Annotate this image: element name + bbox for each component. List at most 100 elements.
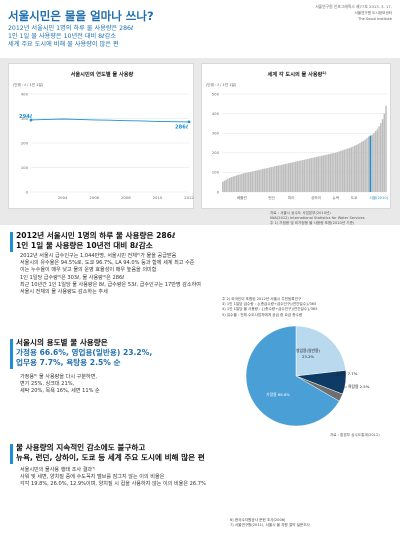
pie-chart: 영업용(일반용) 23.2% 업무용 7.7% 욕탕용 2.5% 가정용 66.… <box>245 325 370 427</box>
bar-city <box>298 160 300 192</box>
bar-city <box>321 155 323 192</box>
bar-city <box>310 158 313 192</box>
section3-title: 물 사용량의 지속적인 감소에도 불구하고 뉴욕, 런던, 상하이, 도쿄 등 … <box>16 443 205 463</box>
bar-city <box>244 172 247 192</box>
bar-chart-title-sup: 1) <box>322 71 326 75</box>
page-title: 서울시민은 물을 얼마나 쓰나? <box>8 9 154 23</box>
bar-city <box>258 169 260 192</box>
bar-city <box>366 138 368 192</box>
section3-body-line3: 각각 19.8%, 26.0%, 12.9%이며, 양치질 시 컵을 사용하지 … <box>20 481 206 488</box>
bar-city <box>338 151 340 192</box>
line-y-tick-label: 300 <box>21 116 29 121</box>
section2-marker <box>10 339 13 369</box>
pie-label-office: 업무용 7.7% <box>336 371 358 376</box>
bar-city <box>227 178 229 192</box>
bar-x-tick-label: 상하이 <box>311 195 321 200</box>
section1-title-line1: 2012년 서울시민 1명의 하루 물 사용량은 286ℓ <box>16 231 176 240</box>
bar-city <box>374 131 377 192</box>
section3-note-2: 7) 서울연구원(2011), 서울시 물 자원 절약 설문조사 <box>230 523 310 528</box>
bar-y-tick-label: 200 <box>212 150 220 155</box>
bar-city <box>279 165 281 192</box>
bar-city <box>282 164 285 192</box>
bar-chart: 세계 각 도시의 물 사용량1) (단위 : ℓ / 1인 1일) 0 100 20… <box>206 70 389 200</box>
pie-label-business-pct: 23.2% <box>302 354 314 359</box>
section3-body: 서울시민의 물사용 행태 조사 결과⁷⁾ 사워 및 세면, 양치질 중에 수도꼭… <box>20 467 320 489</box>
bar-city <box>260 169 262 192</box>
intro-line-3: 세계 주요 도시에 비해 물 사용량이 많은 편 <box>8 41 119 49</box>
bar-city <box>267 167 269 192</box>
bar-chart-source: 자료 : 서울시 상수도 사업본부(2010년) IWA(2012) Inter… <box>270 211 395 226</box>
bar-city <box>237 174 240 192</box>
bar-city <box>268 167 271 192</box>
bar-y-tick-label: 300 <box>212 131 220 136</box>
pie-label-bath: 욕탕용 2.5% <box>348 384 370 389</box>
section1-title-line2: 1인 1일 물 사용량은 10년전 대비 8ℓ감소 <box>16 240 153 250</box>
bar-city <box>235 175 238 192</box>
bar-city <box>288 163 290 192</box>
bar-chart-title-text: 세계 각 도시의 물 사용량 <box>268 70 323 78</box>
section3-body-line2: 사워 및 세면, 양치질 중에 수도꼭지 밸브를 잠그지 않는 이의 비율은 <box>20 474 165 481</box>
section1-title: 2012년 서울시민 1명의 하루 물 사용량은 286ℓ 1인 1일 물 사용… <box>16 231 176 251</box>
line-y-tick-label: 200 <box>21 140 29 145</box>
bar-city <box>223 180 226 192</box>
bar-city <box>324 154 326 192</box>
line-x-tick-label: 2010 <box>153 195 163 200</box>
bar-city <box>319 156 321 192</box>
bar-city <box>317 156 320 192</box>
line-y-tick-label: 0 <box>26 189 29 194</box>
section1-body-line4: 1인 1일당 급수량³⁾은 303ℓ, 물 사용량⁴⁾은 286ℓ <box>20 274 125 281</box>
bar-city <box>222 181 224 192</box>
institute-name-en: The Seoul Institute <box>358 17 392 21</box>
bar-city <box>329 153 332 192</box>
bar-city <box>381 119 384 192</box>
pie-slice <box>295 325 346 377</box>
line-series <box>30 118 190 123</box>
intro-line-1: 2012년 서울시민 1명의 하루 물 사용량은 286ℓ <box>8 25 134 32</box>
bar-city <box>275 165 278 192</box>
line-chart: 서울시민의 연도별 물 사용량 (단위 : ℓ / 1인 1일) 0 100 200… <box>13 70 194 200</box>
line-x-tick-label: 2004 <box>58 195 68 200</box>
bar-city <box>293 162 295 192</box>
bar-city <box>251 171 254 192</box>
bar-city <box>300 160 302 192</box>
bar-city <box>249 171 252 192</box>
bar-city <box>373 133 375 192</box>
section2-title: 서울시의 용도별 물 사용량은 가정용 66.6%, 영업용(일반용) 23.2… <box>16 338 152 367</box>
bar-city <box>359 143 361 192</box>
section2-title-line1: 서울시의 용도별 물 사용량은 <box>16 338 108 347</box>
bar-x-tick-label: 도쿄 <box>351 196 358 200</box>
section1-marker <box>10 232 13 252</box>
bar-city <box>340 150 342 192</box>
bar-city <box>327 154 330 192</box>
pie-label-business: 영업용(일반용) <box>296 348 320 353</box>
bar-city <box>333 152 335 192</box>
bar-city <box>261 169 264 192</box>
bar-city <box>286 163 288 192</box>
bar-y-tick-label: 100 <box>212 170 220 175</box>
bar-city <box>277 165 280 192</box>
section1-body: 2012년 서울시 급수인구는 1,044만명, 서울시민 전체²⁾가 물을 공… <box>20 253 392 296</box>
line-y-tick-label: 100 <box>21 165 29 170</box>
bar-city <box>263 168 266 192</box>
bar-city <box>228 177 231 192</box>
bar-x-tick-label: 뉴욕 <box>333 195 340 200</box>
section2-body-line3: 세탁 20%, 목욕 16%, 세면 11% 순 <box>20 388 100 395</box>
line-label-start: 294ℓ <box>19 114 32 120</box>
bar-city <box>334 152 337 192</box>
bar-city <box>294 161 297 192</box>
line-point-end <box>187 120 191 124</box>
bar-city <box>360 141 363 192</box>
bar-city <box>354 145 356 192</box>
section1-body-line3: 이는 누수율이 매우 낮고 물의 운영 효율성이 매우 높음을 의미함 <box>20 267 157 274</box>
line-x-tick-label: 2012 <box>184 195 194 200</box>
bar-city <box>307 158 309 192</box>
bar-city <box>239 174 241 192</box>
bar-x-tick-label: 런던 <box>268 195 275 200</box>
bar-x-tick-label: 베를린 <box>237 195 247 200</box>
bar-chart-ylabel: (단위 : ℓ / 1인 1일) <box>206 82 237 87</box>
bar-city <box>367 136 370 192</box>
bar-city <box>305 159 307 192</box>
bar-city <box>225 179 227 192</box>
section1-body-line6: 서울시 전체의 물 사용량도 감소하는 추세 <box>20 289 108 296</box>
bar-city <box>371 134 373 192</box>
